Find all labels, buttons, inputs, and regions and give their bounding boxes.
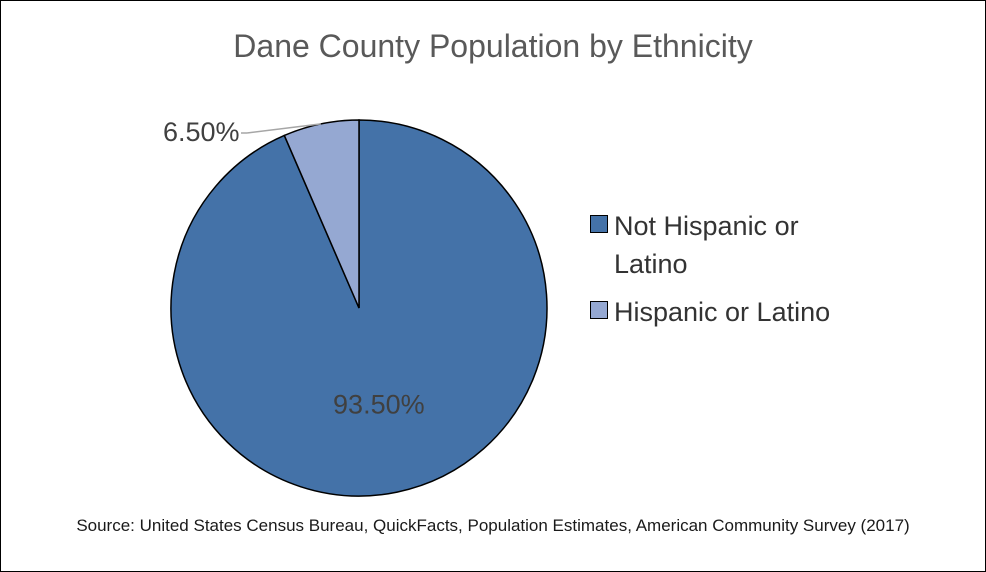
- legend-swatch-hispanic: [590, 301, 608, 319]
- data-label-not-hispanic: 93.50%: [333, 390, 425, 420]
- legend-item-hispanic: Hispanic or Latino: [590, 293, 920, 331]
- leader-line: [246, 123, 321, 134]
- legend-label-hispanic: Hispanic or Latino: [614, 297, 831, 327]
- legend-item-not-hispanic: Not Hispanic or Latino: [590, 207, 920, 283]
- data-label-hispanic: 6.50%: [163, 117, 240, 147]
- legend-label-not-hispanic: Not Hispanic or Latino: [614, 211, 799, 279]
- pie-slices: [170, 119, 548, 497]
- chart-title: Dane County Population by Ethnicity: [233, 28, 753, 64]
- source-note: Source: United States Census Bureau, Qui…: [76, 516, 910, 535]
- legend-swatch-not-hispanic: [590, 215, 608, 233]
- pie-slice-hispanic: [283, 119, 360, 309]
- legend: Not Hispanic or Latino Hispanic or Latin…: [590, 207, 920, 341]
